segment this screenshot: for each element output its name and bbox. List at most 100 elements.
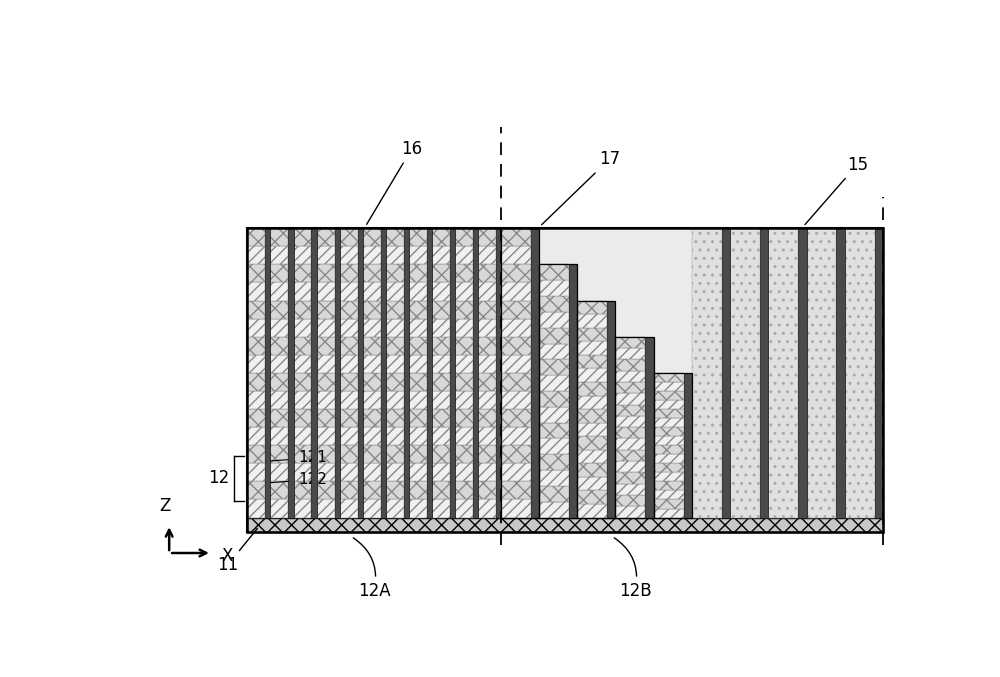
Bar <box>577 355 607 368</box>
Bar <box>455 391 473 409</box>
Bar <box>478 228 496 246</box>
Bar <box>270 265 288 282</box>
Bar <box>478 246 496 265</box>
Bar <box>654 463 684 473</box>
Bar <box>478 301 496 319</box>
Bar <box>363 336 381 355</box>
Bar <box>409 336 427 355</box>
Bar <box>501 463 531 481</box>
Bar <box>386 282 404 301</box>
Bar <box>294 391 311 409</box>
Bar <box>317 265 335 282</box>
Bar <box>539 391 569 407</box>
Bar <box>247 463 265 481</box>
Bar <box>455 481 473 500</box>
Bar <box>478 319 496 336</box>
Bar <box>409 319 427 336</box>
Bar <box>340 228 358 246</box>
Bar <box>270 301 288 319</box>
Bar <box>539 454 569 470</box>
Bar <box>501 228 531 246</box>
Text: Z: Z <box>160 497 171 515</box>
Bar <box>615 370 645 382</box>
Bar <box>654 391 684 400</box>
Bar <box>654 418 684 427</box>
Bar <box>478 500 496 517</box>
Bar <box>455 427 473 445</box>
Bar <box>539 375 569 391</box>
Bar <box>247 409 265 427</box>
Bar <box>654 490 684 500</box>
Bar <box>386 228 404 246</box>
Bar <box>317 391 335 409</box>
Bar <box>247 445 265 463</box>
Bar <box>317 319 335 336</box>
Bar <box>247 500 265 517</box>
Bar <box>478 336 496 355</box>
Bar <box>455 500 473 517</box>
Bar <box>654 373 684 382</box>
Bar <box>539 328 569 343</box>
Bar <box>654 500 684 508</box>
Bar <box>247 373 265 391</box>
Bar <box>760 228 768 517</box>
Bar <box>501 409 531 427</box>
Bar <box>496 228 501 517</box>
Bar <box>317 500 335 517</box>
Bar <box>615 393 645 405</box>
Bar <box>247 336 265 355</box>
Bar <box>478 355 496 373</box>
Bar <box>317 282 335 301</box>
Bar <box>455 373 473 391</box>
Bar <box>247 481 265 500</box>
Bar <box>455 445 473 463</box>
Bar <box>247 319 265 336</box>
Bar <box>455 463 473 481</box>
Text: 12A: 12A <box>353 538 390 600</box>
Bar <box>807 228 836 517</box>
Bar <box>409 228 427 246</box>
Text: 12: 12 <box>208 468 230 487</box>
Bar <box>845 228 875 517</box>
Bar <box>294 336 311 355</box>
Bar <box>455 355 473 373</box>
Bar <box>615 416 645 427</box>
Bar <box>288 228 294 517</box>
Bar <box>569 265 577 517</box>
Bar <box>294 481 311 500</box>
Bar <box>432 391 450 409</box>
Bar <box>409 409 427 427</box>
Bar <box>432 246 450 265</box>
Bar <box>363 265 381 282</box>
Bar <box>247 301 265 319</box>
Bar <box>645 336 654 517</box>
Bar <box>247 391 265 409</box>
Bar <box>340 391 358 409</box>
Bar <box>539 439 569 454</box>
Bar <box>340 301 358 319</box>
Bar <box>427 228 432 517</box>
Bar <box>478 463 496 481</box>
Bar <box>501 373 531 391</box>
Bar <box>340 481 358 500</box>
Bar <box>409 427 427 445</box>
Bar <box>317 336 335 355</box>
Bar <box>577 490 607 504</box>
Bar <box>455 336 473 355</box>
Bar <box>455 246 473 265</box>
Bar <box>386 246 404 265</box>
Bar <box>836 228 845 517</box>
Bar <box>654 436 684 445</box>
Bar <box>577 341 607 355</box>
Bar <box>455 409 473 427</box>
Bar <box>455 228 473 246</box>
Bar <box>340 427 358 445</box>
Bar <box>455 265 473 282</box>
Bar <box>501 282 531 301</box>
Bar <box>270 355 288 373</box>
Bar <box>432 355 450 373</box>
Bar <box>386 301 404 319</box>
Bar <box>265 228 270 517</box>
Bar <box>577 395 607 409</box>
Bar <box>478 427 496 445</box>
